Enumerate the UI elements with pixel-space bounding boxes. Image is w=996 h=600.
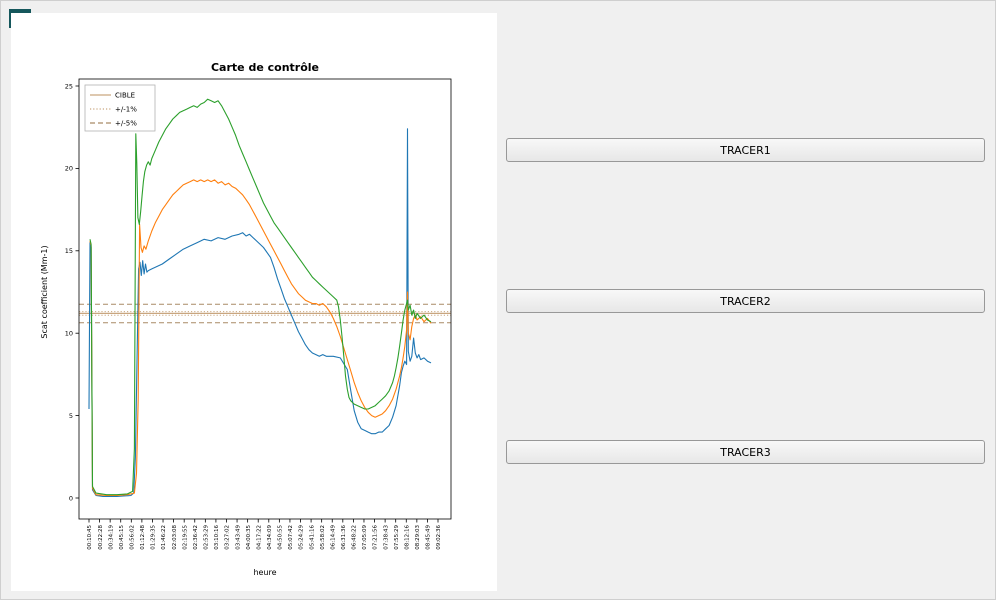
x-tick-label: 01:29:35: [151, 525, 157, 550]
x-tick-label: 00:10:45: [87, 525, 93, 550]
x-tick-label: 05:24:29: [299, 525, 305, 550]
x-tick-label: 07:05:09: [362, 525, 368, 550]
x-tick-label: 04:17:22: [256, 525, 262, 550]
x-tick-label: 06:14:49: [330, 525, 336, 550]
legend-label: CIBLE: [115, 92, 135, 100]
x-axis-label: heure: [253, 568, 276, 577]
x-tick-label: 04:34:09: [267, 525, 273, 550]
x-tick-label: 07:21:56: [373, 525, 379, 550]
serie-verte: [89, 98, 432, 496]
x-tick-label: 07:38:43: [383, 525, 389, 550]
y-tick-label: 0: [69, 494, 73, 502]
x-tick-label: 09:02:36: [436, 525, 442, 550]
axes-frame: [78, 78, 452, 520]
chart-title: Carte de contrôle: [211, 61, 319, 74]
y-axis-label: Scat coefficient (Mm-1): [40, 245, 49, 338]
x-tick-label: 07:55:29: [394, 525, 400, 550]
x-tick-label: 02:03:08: [172, 525, 178, 550]
x-tick-label: 08:29:03: [415, 525, 421, 550]
y-tick-label: 20: [65, 165, 73, 173]
x-tick-label: 02:36:42: [193, 525, 199, 550]
x-tick-label: 00:56:02: [130, 525, 136, 550]
legend-label: +/-5%: [115, 120, 137, 128]
x-tick-label: 01:46:22: [161, 525, 167, 550]
tracer2-button[interactable]: TRACER2: [506, 289, 985, 313]
y-tick-label: 25: [65, 82, 73, 90]
x-tick-label: 06:48:22: [352, 525, 358, 550]
x-tick-label: 05:58:02: [320, 525, 326, 550]
x-tick-label: 03:43:49: [235, 525, 241, 550]
tracer1-button[interactable]: TRACER1: [506, 138, 985, 162]
y-tick-label: 15: [65, 247, 73, 255]
x-tick-label: 02:53:29: [204, 525, 210, 550]
serie-orange: [89, 179, 432, 497]
x-tick-label: 00:22:28: [98, 525, 104, 550]
plot-area: [79, 79, 451, 519]
x-tick-label: 03:10:16: [214, 525, 220, 550]
matplotlib-figure: 0 5 10 15 20 25 00:10:45 00:22:28 00:34:19 00:45:…: [11, 13, 497, 591]
y-tick-label: 10: [65, 330, 73, 338]
x-tick-label: 03:27:02: [225, 525, 231, 550]
x-tick-label: 06:31:36: [341, 525, 347, 550]
control-chart: 0 5 10 15 20 25 00:10:45 00:22:28 00:34:19 00:45:…: [40, 61, 452, 577]
x-tick-label: 00:34:19: [108, 525, 114, 550]
x-tick-label: 05:41:16: [309, 525, 315, 550]
x-tick-label: 08:45:49: [426, 525, 432, 550]
x-tick-label: 01:12:48: [140, 525, 146, 550]
tracer3-button[interactable]: TRACER3: [506, 440, 985, 464]
x-tick-label: 08:12:16: [404, 525, 410, 550]
legend-label: +/-1%: [115, 106, 137, 114]
x-tick-label: 04:50:55: [278, 525, 284, 550]
x-tick-label: 05:07:42: [288, 525, 294, 550]
legend-box: [84, 84, 156, 132]
serie-bleue: [88, 128, 432, 497]
x-tick-label: 02:19:55: [182, 525, 188, 550]
y-tick-label: 5: [69, 412, 73, 420]
x-tick-label: 04:00:35: [246, 525, 252, 550]
x-tick-label: 00:45:15: [119, 525, 125, 550]
